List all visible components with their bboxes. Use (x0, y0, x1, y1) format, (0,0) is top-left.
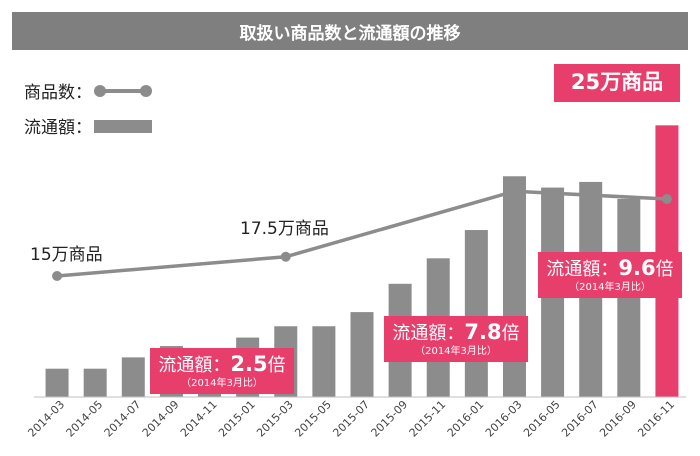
x-tick-label-2016-11: 2016-11 (635, 398, 677, 440)
x-tick-label-2016-07: 2016-07 (559, 398, 601, 440)
x-tick-label-2016-01: 2016-01 (445, 398, 487, 440)
legend-items-label: 商品数： (24, 83, 92, 103)
bar-2015-05 (312, 326, 336, 397)
legend-bar-icon (94, 119, 152, 133)
x-tick-label-2015-11: 2015-11 (407, 398, 449, 440)
x-tick-label-2014-09: 2014-09 (140, 398, 182, 440)
legend-gmv: 流通額： (24, 113, 154, 138)
x-tick-label-2015-09: 2015-09 (369, 398, 411, 440)
callout-gmv-2-5x: 流通額：2.5倍 （2014年3月比） (150, 348, 294, 394)
bar-2016-03 (502, 176, 526, 397)
items-point-2015-03 (280, 251, 291, 262)
items-point-2014-03 (52, 271, 63, 281)
x-tick-label-2016-09: 2016-09 (597, 398, 639, 440)
items-point-2016-03 (509, 186, 520, 197)
bar-2014-05 (83, 368, 107, 397)
x-tick-label-2014-07: 2014-07 (102, 398, 144, 440)
x-tick-label-2015-03: 2015-03 (254, 398, 296, 440)
callout-gmv-7-8x: 流通額：7.8倍 （2014年3月比） (384, 316, 528, 362)
callout-25man: 25万商品 (554, 64, 680, 102)
legend-items: 商品数： (24, 78, 154, 103)
items-point-2016-11 (661, 194, 672, 204)
x-tick-label-2016-05: 2016-05 (521, 398, 563, 440)
bar-2014-07 (121, 357, 145, 397)
point-label-17-5: 17.5万商品 (240, 219, 329, 239)
legend-line-icon (94, 84, 152, 97)
x-tick-label-2014-05: 2014-05 (64, 398, 106, 440)
bar-2016-01 (464, 230, 488, 397)
x-tick-label-2016-03: 2016-03 (483, 398, 525, 440)
x-tick-label-2015-07: 2015-07 (330, 398, 372, 440)
chart-title: 取扱い商品数と流通額の推移 (12, 12, 688, 50)
x-tick-label-2015-05: 2015-05 (292, 398, 334, 440)
legend-gmv-label: 流通額： (24, 118, 92, 138)
x-tick-label-2014-11: 2014-11 (178, 398, 220, 440)
callout-gmv-9-6x: 流通額：9.6倍 （2014年3月比） (538, 252, 682, 298)
items-line (56, 189, 668, 278)
bar-2014-03 (45, 368, 69, 397)
bar-2015-07 (350, 312, 374, 397)
x-tick-label-2014-03: 2014-03 (25, 398, 67, 440)
point-label-15: 15万商品 (30, 245, 103, 265)
x-tick-label-2015-01: 2015-01 (216, 398, 258, 440)
